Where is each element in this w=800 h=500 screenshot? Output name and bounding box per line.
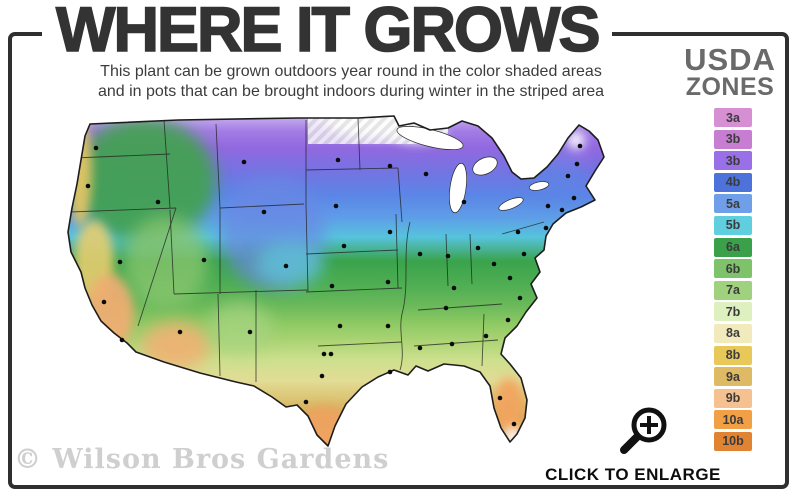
legend-zone-chip: 7b	[714, 302, 752, 322]
legend-zone-chip: 8a	[714, 323, 752, 343]
magnifier-plus-icon[interactable]	[613, 404, 673, 458]
legend-zone-chip: 9a	[714, 367, 752, 387]
city-dots	[85, 143, 583, 427]
subtitle: This plant can be grown outdoors year ro…	[36, 62, 666, 102]
legend-zone-chip: 10a	[714, 410, 752, 430]
legend-zone-chip: 7a	[714, 280, 752, 300]
watermark: © Wilson Bros Gardens	[14, 444, 390, 475]
click-to-enlarge[interactable]: CLICK TO ENLARGE	[538, 404, 728, 485]
legend-zone-chip: 10b	[714, 431, 752, 451]
subtitle-line-2: and in pots that can be brought indoors …	[97, 83, 605, 100]
legend-title-zones: ZONES	[685, 73, 775, 101]
usda-zone-map	[67, 115, 605, 447]
great-lakes	[396, 126, 550, 214]
legend-zone-chip: 4b	[714, 172, 752, 192]
legend-title-usda: USDA	[684, 42, 776, 77]
legend-zone-chip: 3b	[714, 151, 752, 171]
map-container	[58, 114, 610, 461]
legend-zone-chip: 5b	[714, 215, 752, 235]
legend-zone-chip: 3b	[714, 129, 752, 149]
state-borders	[69, 117, 545, 382]
legend-zone-chip: 5a	[714, 194, 752, 214]
legend-zone-chip: 6a	[714, 237, 752, 257]
click-to-enlarge-label[interactable]: CLICK TO ENLARGE	[545, 465, 721, 484]
us-outline	[67, 115, 605, 447]
page-title: WHERE IT GROWS	[42, 0, 613, 62]
legend-zone-chip: 8b	[714, 345, 752, 365]
legend-zones: 3a 3b 3b 4b 5a 5b 6a 6b 7a 7b 8a 8b 9a 9b 10a 10b	[714, 108, 754, 454]
legend-zone-chip: 3a	[714, 108, 752, 127]
legend-zone-chip: 9b	[714, 388, 752, 408]
legend-zone-chip: 6b	[714, 259, 752, 279]
subtitle-line-1: This plant can be grown outdoors year ro…	[100, 63, 602, 80]
legend-title: USDA ZONES	[668, 44, 792, 100]
